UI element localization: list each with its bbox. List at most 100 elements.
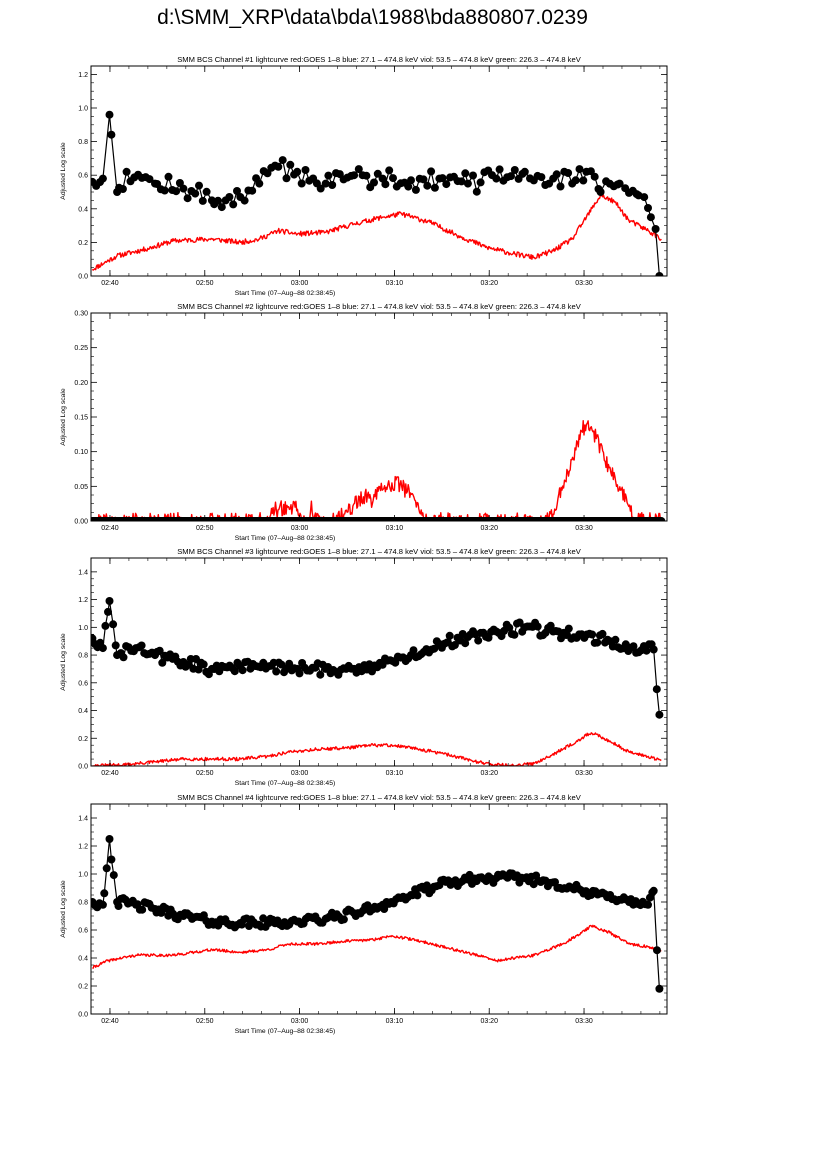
data-point — [282, 174, 291, 183]
series-line-goes — [91, 194, 662, 271]
y-axis-label: Adjusted Log scale — [60, 633, 67, 691]
data-point — [278, 156, 287, 165]
data-point — [407, 176, 415, 185]
data-point — [472, 187, 481, 196]
data-point — [339, 915, 348, 924]
page-title: d:\SMM_XRP\data\bda\1988\bda880807.0239 — [157, 6, 588, 29]
data-point — [98, 900, 107, 909]
y-tick-label: 1.2 — [78, 597, 88, 604]
data-point — [474, 636, 483, 645]
x-axis-label: Start Time (07–Aug–88 02:38:45) — [235, 1028, 336, 1035]
x-tick-label: 03:00 — [291, 525, 309, 532]
data-point — [571, 176, 580, 185]
data-point — [409, 646, 418, 655]
x-tick-label: 03:20 — [480, 770, 498, 777]
x-tick-label: 02:40 — [101, 770, 119, 777]
data-point — [476, 178, 485, 187]
data-point — [104, 607, 112, 616]
x-tick-label: 03:30 — [575, 770, 593, 777]
data-point — [105, 110, 114, 119]
data-point — [646, 213, 655, 222]
y-tick-label: 1.0 — [78, 106, 88, 113]
chart-title: SMM BCS Channel #2 lightcurve red:GOES 1… — [177, 302, 582, 311]
data-point — [102, 864, 111, 873]
data-point — [655, 272, 664, 276]
data-point — [411, 185, 420, 194]
x-tick-label: 02:40 — [101, 280, 119, 287]
data-point — [495, 165, 504, 174]
data-point — [427, 167, 436, 176]
y-tick-label: 0.05 — [74, 484, 88, 491]
x-tick-label: 03:30 — [575, 525, 593, 532]
data-point — [469, 171, 477, 180]
data-point — [350, 171, 359, 180]
data-point — [229, 200, 238, 209]
data-point — [301, 166, 310, 174]
data-point — [644, 204, 652, 212]
data-point — [370, 178, 378, 187]
data-point — [238, 666, 247, 675]
data-point — [328, 181, 337, 189]
data-point — [457, 177, 466, 186]
x-tick-label: 03:30 — [575, 280, 593, 287]
data-point — [230, 667, 239, 676]
x-axis-label: Start Time (07–Aug–88 02:38:45) — [235, 780, 336, 787]
y-tick-label: 0.0 — [78, 764, 88, 771]
series-markers — [91, 597, 664, 719]
chart-title: SMM BCS Channel #3 lightcurve red:GOES 1… — [177, 547, 582, 556]
x-tick-label: 03:10 — [386, 1018, 404, 1025]
data-point — [389, 174, 397, 183]
x-tick-label: 02:50 — [196, 770, 214, 777]
data-point — [272, 667, 281, 676]
x-tick-label: 03:00 — [291, 770, 309, 777]
data-point — [651, 225, 660, 233]
data-point — [593, 638, 602, 647]
data-point — [590, 172, 599, 181]
y-tick-label: 0.10 — [74, 449, 88, 456]
data-point — [391, 658, 400, 667]
y-tick-label: 0.0 — [78, 1012, 88, 1019]
data-point — [430, 183, 439, 192]
x-tick-label: 03:30 — [575, 1018, 593, 1025]
data-point — [259, 914, 268, 923]
y-tick-label: 0.2 — [78, 736, 88, 743]
data-point — [505, 623, 514, 632]
y-tick-label: 0.15 — [74, 415, 88, 422]
data-point — [611, 635, 620, 644]
data-point — [615, 179, 624, 188]
data-point — [362, 171, 371, 180]
x-tick-label: 02:50 — [196, 280, 214, 287]
y-tick-label: 1.0 — [78, 625, 88, 632]
data-point — [183, 194, 192, 203]
data-point — [255, 179, 264, 188]
y-tick-label: 0.8 — [78, 139, 88, 146]
data-point — [100, 889, 109, 898]
data-point — [442, 180, 451, 189]
x-tick-label: 03:20 — [480, 525, 498, 532]
series-line-goes — [92, 924, 662, 969]
data-point — [107, 130, 116, 139]
data-point — [248, 186, 257, 195]
x-tick-label: 02:50 — [196, 1018, 214, 1025]
y-tick-label: 1.0 — [78, 872, 88, 879]
data-point — [354, 165, 363, 174]
x-tick-label: 03:10 — [386, 525, 404, 532]
data-point — [438, 174, 447, 183]
x-tick-label: 03:10 — [386, 280, 404, 287]
data-point — [575, 165, 584, 174]
data-point — [316, 184, 325, 193]
y-tick-label: 0.6 — [78, 173, 88, 180]
data-point — [198, 196, 207, 205]
data-point — [649, 645, 658, 654]
data-point — [274, 162, 283, 171]
data-point — [461, 169, 470, 178]
y-tick-label: 0.6 — [78, 680, 88, 687]
data-point — [195, 181, 203, 190]
data-point — [118, 185, 127, 193]
x-tick-label: 03:20 — [480, 1018, 498, 1025]
x-tick-label: 03:10 — [386, 770, 404, 777]
data-point — [510, 630, 519, 639]
data-point — [649, 886, 658, 895]
data-point — [295, 669, 304, 678]
y-tick-label: 0.25 — [74, 345, 88, 352]
